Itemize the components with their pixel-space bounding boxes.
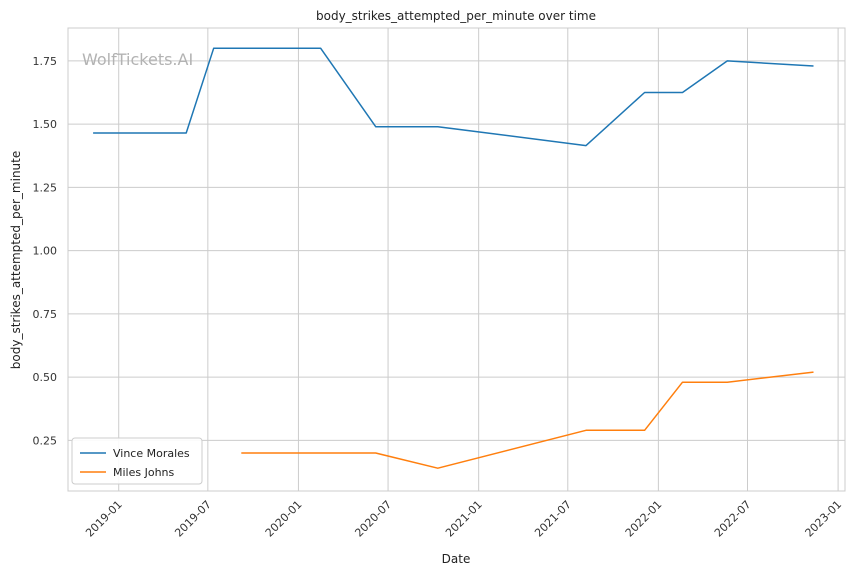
y-tick-label: 1.25 [33, 181, 58, 194]
x-tick-label: 2020-07 [352, 498, 394, 540]
x-tick-label: 2021-07 [532, 498, 574, 540]
x-axis-label: Date [442, 552, 471, 566]
y-axis: 0.25 0.50 0.75 1.00 1.25 1.50 1.75 [33, 55, 58, 448]
legend: Vince Morales Miles Johns [71, 437, 203, 485]
y-tick-label: 1.75 [33, 55, 58, 68]
y-tick-label: 0.75 [33, 308, 58, 321]
x-tick-label: 2022-07 [712, 498, 754, 540]
x-tick-label: 2021-01 [443, 498, 485, 540]
y-axis-label: body_strikes_attempted_per_minute [9, 151, 23, 369]
x-tick-label: 2022-01 [623, 498, 665, 540]
watermark: WolfTickets.AI [82, 50, 193, 69]
y-tick-label: 1.50 [33, 118, 58, 131]
x-tick-label: 2019-01 [83, 498, 125, 540]
x-tick-label: 2019-07 [172, 498, 214, 540]
y-tick-label: 1.00 [33, 245, 58, 258]
legend-label-vince-morales: Vince Morales [113, 447, 190, 460]
series-line-vince-morales [93, 47, 814, 147]
x-tick-label: 2020-01 [263, 498, 305, 540]
series-layer [93, 47, 814, 469]
series-line-miles-johns [241, 371, 814, 469]
chart-title: body_strikes_attempted_per_minute over t… [316, 9, 596, 23]
plot-background [67, 27, 846, 492]
y-tick-label: 0.50 [33, 371, 58, 384]
y-tick-label: 0.25 [33, 434, 58, 447]
x-axis: 2019-01 2019-07 2020-01 2020-07 2021-01 2021-… [83, 498, 844, 540]
x-tick-label: 2023-01 [803, 498, 845, 540]
grid-lines [68, 28, 845, 491]
legend-label-miles-johns: Miles Johns [113, 466, 175, 479]
